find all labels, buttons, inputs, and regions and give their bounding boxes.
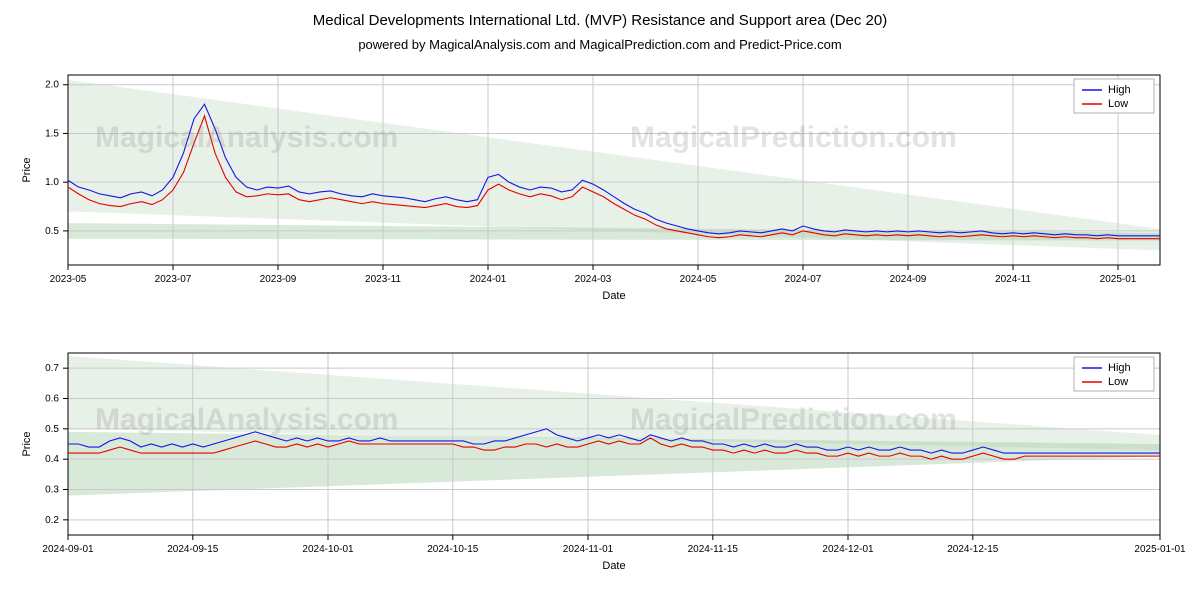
chart-top-container: MagicalAnalysis.com MagicalPrediction.co…	[0, 65, 1200, 315]
y-tick-label: 0.4	[45, 454, 59, 465]
legend-label-low: Low	[1108, 98, 1128, 110]
chart-subtitle: powered by MagicalAnalysis.com and Magic…	[0, 29, 1200, 52]
y-tick-label: 0.6	[45, 394, 59, 405]
y-tick-label: 1.0	[45, 177, 59, 188]
x-tick-label: 2023-07	[155, 274, 192, 285]
x-tick-label: 2024-03	[575, 274, 612, 285]
legend-label-low: Low	[1108, 376, 1128, 388]
chart-top-svg: 0.5 1.0 1.5 2.0 2023-05 2023-07 2023-09 2023-11…	[0, 65, 1200, 315]
legend-label-high: High	[1108, 84, 1131, 96]
x-axis-label: Date	[602, 560, 625, 572]
y-tick-label: 0.2	[45, 515, 59, 526]
x-tick-label: 2024-07	[785, 274, 822, 285]
x-tick-label: 2024-09-01	[42, 544, 94, 555]
y-tick-label: 1.5	[45, 128, 59, 139]
x-tick-label: 2024-11-01	[563, 544, 614, 555]
x-tick-label: 2024-09-15	[167, 544, 219, 555]
y-axis-label: Price	[21, 431, 33, 456]
x-tick-label: 2024-11-15	[688, 544, 739, 555]
y-axis-label: Price	[21, 157, 33, 182]
x-tick-label: 2024-05	[680, 274, 717, 285]
x-tick-label: 2024-10-01	[302, 544, 354, 555]
y-tick-label: 0.3	[45, 485, 59, 496]
x-tick-label: 2024-12-15	[947, 544, 999, 555]
y-tick-label: 0.5	[45, 424, 59, 435]
x-tick-label: 2023-11	[365, 274, 401, 285]
x-tick-label: 2023-05	[50, 274, 87, 285]
x-tick-label: 2025-01-01	[1134, 544, 1186, 555]
y-tick-label: 2.0	[45, 80, 59, 91]
x-tick-label: 2024-09	[890, 274, 927, 285]
y-tick-label: 0.7	[45, 363, 59, 374]
x-tick-label: 2025-01	[1100, 274, 1137, 285]
x-tick-label: 2024-10-15	[427, 544, 479, 555]
chart-title: Medical Developments International Ltd. …	[0, 0, 1200, 29]
x-tick-label: 2024-12-01	[822, 544, 874, 555]
x-tick-label: 2024-01	[470, 274, 507, 285]
x-axis-label: Date	[602, 290, 625, 302]
x-tick-label: 2024-11	[995, 274, 1031, 285]
x-tick-label: 2023-09	[260, 274, 297, 285]
chart-bottom-container: MagicalAnalysis.com MagicalPrediction.co…	[0, 345, 1200, 585]
chart-bottom-svg: 0.2 0.3 0.4 0.5 0.6 0.7 2024-09-01 2024-09-15 20…	[0, 345, 1200, 585]
legend-label-high: High	[1108, 362, 1131, 374]
y-tick-label: 0.5	[45, 226, 59, 237]
